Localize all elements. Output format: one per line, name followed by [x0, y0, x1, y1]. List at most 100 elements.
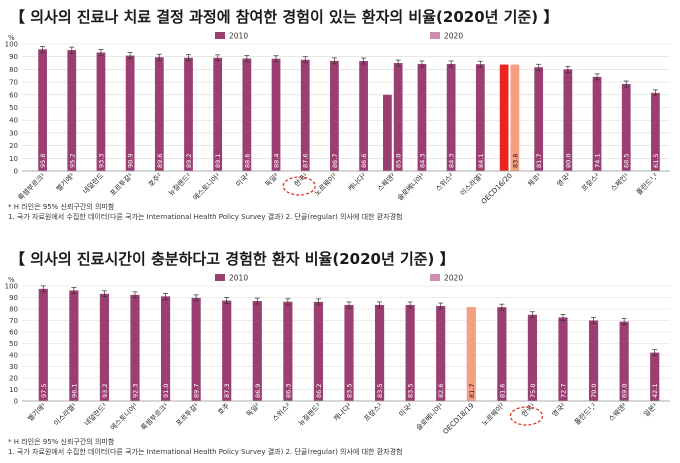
y-tick-label: 90 — [9, 294, 18, 302]
y-tick-label: 40 — [9, 352, 18, 360]
x-tick-label: 독일² — [244, 401, 262, 419]
x-tick-label: 룩셈부르크¹ — [16, 171, 47, 202]
data-label: 95.8 — [39, 154, 47, 168]
x-tick-label: 한국¹ — [520, 402, 537, 419]
legend-label-2010: 2010 — [229, 274, 248, 283]
x-tick-label: 스위스² — [434, 172, 455, 193]
y-tick-label: 80 — [9, 66, 18, 74]
y-tick-label: 80 — [9, 306, 18, 314]
bar-2020 — [436, 306, 446, 401]
bar-2020 — [184, 57, 193, 171]
bar-2020 — [38, 49, 47, 171]
data-label: 83.5 — [407, 384, 415, 398]
bar-2020 — [475, 64, 485, 171]
legend-swatch-2010 — [215, 274, 225, 281]
chart-1-svg: % 0 10 20 30 40 50 60 70 80 90 100 2010 2020 95.8 룩셈부르크… — [5, 32, 670, 206]
x-tick-label: 스웨덴² — [375, 171, 397, 193]
bar-2020 — [466, 307, 476, 401]
x-tick-label: 노르웨이² — [480, 401, 507, 428]
bar-2020 — [222, 300, 232, 401]
data-label: 89.2 — [185, 154, 193, 168]
bar-2020 — [300, 59, 310, 171]
y-tick-label: 0 — [14, 398, 18, 406]
korea-highlight-circle — [282, 176, 316, 196]
bar-2020 — [252, 301, 262, 401]
data-label: 81.7 — [468, 384, 476, 398]
data-label: 82.6 — [437, 384, 445, 398]
x-tick-label: 스페인¹ — [609, 171, 631, 193]
x-tick-label: 벨기에¹ — [54, 171, 76, 193]
bar-2020 — [497, 307, 507, 401]
y-tick-label: 30 — [9, 363, 18, 371]
bar-2020 — [130, 294, 140, 401]
x-tick-label: 프랑스² — [363, 402, 384, 423]
x-tick-label: 폴란드¹,² — [573, 402, 598, 427]
bar-2020 — [38, 288, 48, 401]
x-tick-label: 이스라엘¹ — [458, 171, 485, 198]
y-tick-label: 0 — [14, 168, 18, 176]
data-label: 89.7 — [193, 384, 201, 398]
x-tick-label: 호주² — [147, 172, 164, 189]
data-label: 72.7 — [560, 384, 568, 398]
legend-label-2020: 2020 — [444, 274, 463, 283]
bar-2020 — [563, 69, 573, 171]
data-label: 84.1 — [477, 154, 485, 168]
korea-highlight-circle — [509, 406, 544, 426]
x-tick-label: 이스라엘¹ — [52, 401, 79, 428]
data-label: 95.2 — [68, 154, 76, 168]
bar-2020 — [99, 293, 110, 401]
legend-swatch-2020 — [430, 32, 440, 39]
x-tick-label: 스웨덴² — [607, 401, 629, 423]
bar-2020 — [69, 290, 79, 401]
data-label: 84.3 — [418, 154, 426, 168]
y-tick-label: 100 — [5, 41, 18, 49]
chart-panel-2: 【 의사의 진료시간이 충분하다고 경험한 환자 비율(2020년 기준) 】 … — [0, 242, 680, 463]
bar-2020 — [417, 63, 427, 172]
x-tick-label: 일본¹ — [642, 401, 660, 419]
bar-2020 — [588, 320, 599, 401]
bar-2020 — [592, 76, 602, 171]
data-label: 61.5 — [652, 154, 660, 168]
data-label: 86.3 — [284, 384, 292, 398]
bar-2020 — [154, 57, 164, 171]
bar-2020 — [650, 352, 660, 401]
data-label: 42.1 — [651, 384, 659, 398]
x-tick-label: 스위스² — [271, 402, 292, 423]
bar-2020 — [446, 63, 456, 172]
x-tick-label: 뉴질랜드² — [166, 171, 193, 198]
x-tick-label: 네덜란드 — [81, 171, 106, 196]
y-tick-label: 60 — [9, 329, 18, 337]
legend-swatch-2020 — [430, 274, 440, 281]
legend-label-2010: 2010 — [229, 32, 248, 41]
data-label: 83.8 — [511, 154, 519, 168]
y-tick-label: 60 — [9, 91, 18, 99]
x-tick-label: 에스토니아¹ — [108, 401, 139, 432]
x-tick-label: 캐나다² — [331, 401, 353, 423]
x-tick-label: 미국² — [234, 171, 252, 189]
x-tick-label: 캐나다² — [346, 171, 368, 193]
x-tick-label: 네덜란드² — [82, 401, 109, 428]
bar-2020 — [67, 50, 77, 171]
chart-2-note-2: 1. 국가 자료원에서 수집한 데이터(다른 국가는 International… — [8, 448, 403, 456]
data-label: 97.5 — [40, 384, 48, 398]
bar-2020 — [405, 304, 415, 401]
bar-2020 — [619, 321, 629, 401]
bar-2020 — [344, 304, 354, 401]
bar-2020 — [558, 317, 568, 401]
bar-2020 — [510, 64, 520, 171]
x-tick-label: 한국¹ — [293, 172, 310, 189]
bar-2020 — [359, 61, 368, 171]
y-tick-label: 40 — [9, 117, 18, 125]
y-tick-label: 20 — [9, 142, 18, 150]
data-label: 88.4 — [273, 154, 281, 168]
chart-panel-1: 【 의사의 진료나 치료 결정 과정에 참여한 경험이 있는 환자의 비율(20… — [5, 8, 670, 221]
y-tick-label: 70 — [9, 79, 18, 87]
x-tick-label: 뉴질랜드² — [296, 401, 323, 428]
data-label: 88.6 — [243, 154, 251, 168]
y-tick-label: 70 — [9, 317, 18, 325]
x-tick-label: 벨기에¹ — [26, 401, 48, 423]
bar-2020 — [283, 301, 293, 401]
y-tick-label: 20 — [9, 375, 18, 383]
legend-swatch-2010 — [215, 32, 225, 39]
y-tick-label: 10 — [9, 386, 18, 394]
